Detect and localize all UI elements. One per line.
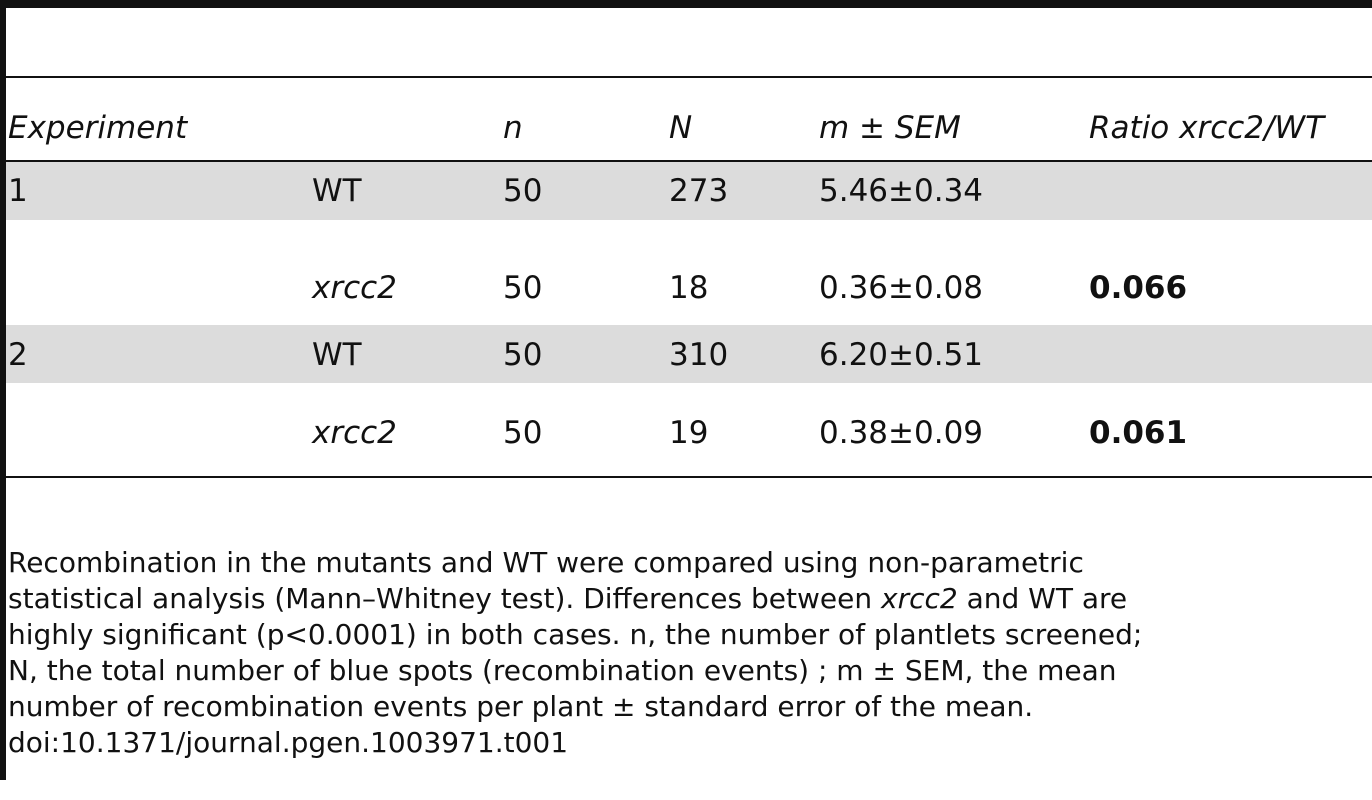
row-shading-experiment-1 xyxy=(6,162,1372,220)
cell-N: 18 xyxy=(669,270,709,306)
cell-genotype: WT xyxy=(312,337,362,373)
doi-line: doi:10.1371/journal.pgen.1003971.t001 xyxy=(8,726,569,759)
footnote-line: number of recombination events per plant… xyxy=(8,690,1034,723)
cell-genotype: WT xyxy=(312,173,362,209)
cell-ratio: 0.066 xyxy=(1089,270,1188,306)
cell-experiment: 2 xyxy=(8,337,28,373)
cell-N: 310 xyxy=(669,337,729,373)
cell-genotype: xrcc2 xyxy=(312,270,397,306)
header-experiment: Experiment xyxy=(8,110,188,146)
cell-n: 50 xyxy=(503,415,543,451)
header-ratio: Ratio xrcc2/WT xyxy=(1089,110,1325,146)
footnote-line: statistical analysis (Mann–Whitney test)… xyxy=(8,581,1368,617)
footnote-line: Recombination in the mutants and WT were… xyxy=(8,546,1084,579)
footnote-text: statistical analysis (Mann–Whitney test)… xyxy=(8,582,882,615)
header-top-rule xyxy=(0,76,1372,78)
header-n: n xyxy=(503,110,523,146)
footnote-line: N, the total number of blue spots (recom… xyxy=(8,654,1117,687)
header-bottom-rule xyxy=(0,160,1372,162)
row-shading-experiment-2 xyxy=(6,325,1372,383)
cell-n: 50 xyxy=(503,337,543,373)
cell-m-sem: 0.36±0.08 xyxy=(819,270,984,306)
footnote-gene-name: xrcc2 xyxy=(881,582,958,615)
cell-N: 273 xyxy=(669,173,729,209)
footnote-text: and WT are xyxy=(957,582,1128,615)
table-footnote: Recombination in the mutants and WT were… xyxy=(8,545,1368,761)
left-border-rule xyxy=(0,0,6,780)
footnote-line: highly significant (p<0.0001) in both ca… xyxy=(8,618,1143,651)
table-bottom-rule xyxy=(0,476,1372,478)
table-top-rule xyxy=(0,0,1372,8)
header-m-sem: m ± SEM xyxy=(819,110,961,146)
cell-genotype: xrcc2 xyxy=(312,415,397,451)
header-N: N xyxy=(669,110,693,146)
cell-n: 50 xyxy=(503,270,543,306)
cell-ratio: 0.061 xyxy=(1089,415,1188,451)
cell-m-sem: 5.46±0.34 xyxy=(819,173,984,209)
cell-N: 19 xyxy=(669,415,709,451)
cell-m-sem: 0.38±0.09 xyxy=(819,415,984,451)
cell-m-sem: 6.20±0.51 xyxy=(819,337,984,373)
cell-experiment: 1 xyxy=(8,173,28,209)
cell-n: 50 xyxy=(503,173,543,209)
